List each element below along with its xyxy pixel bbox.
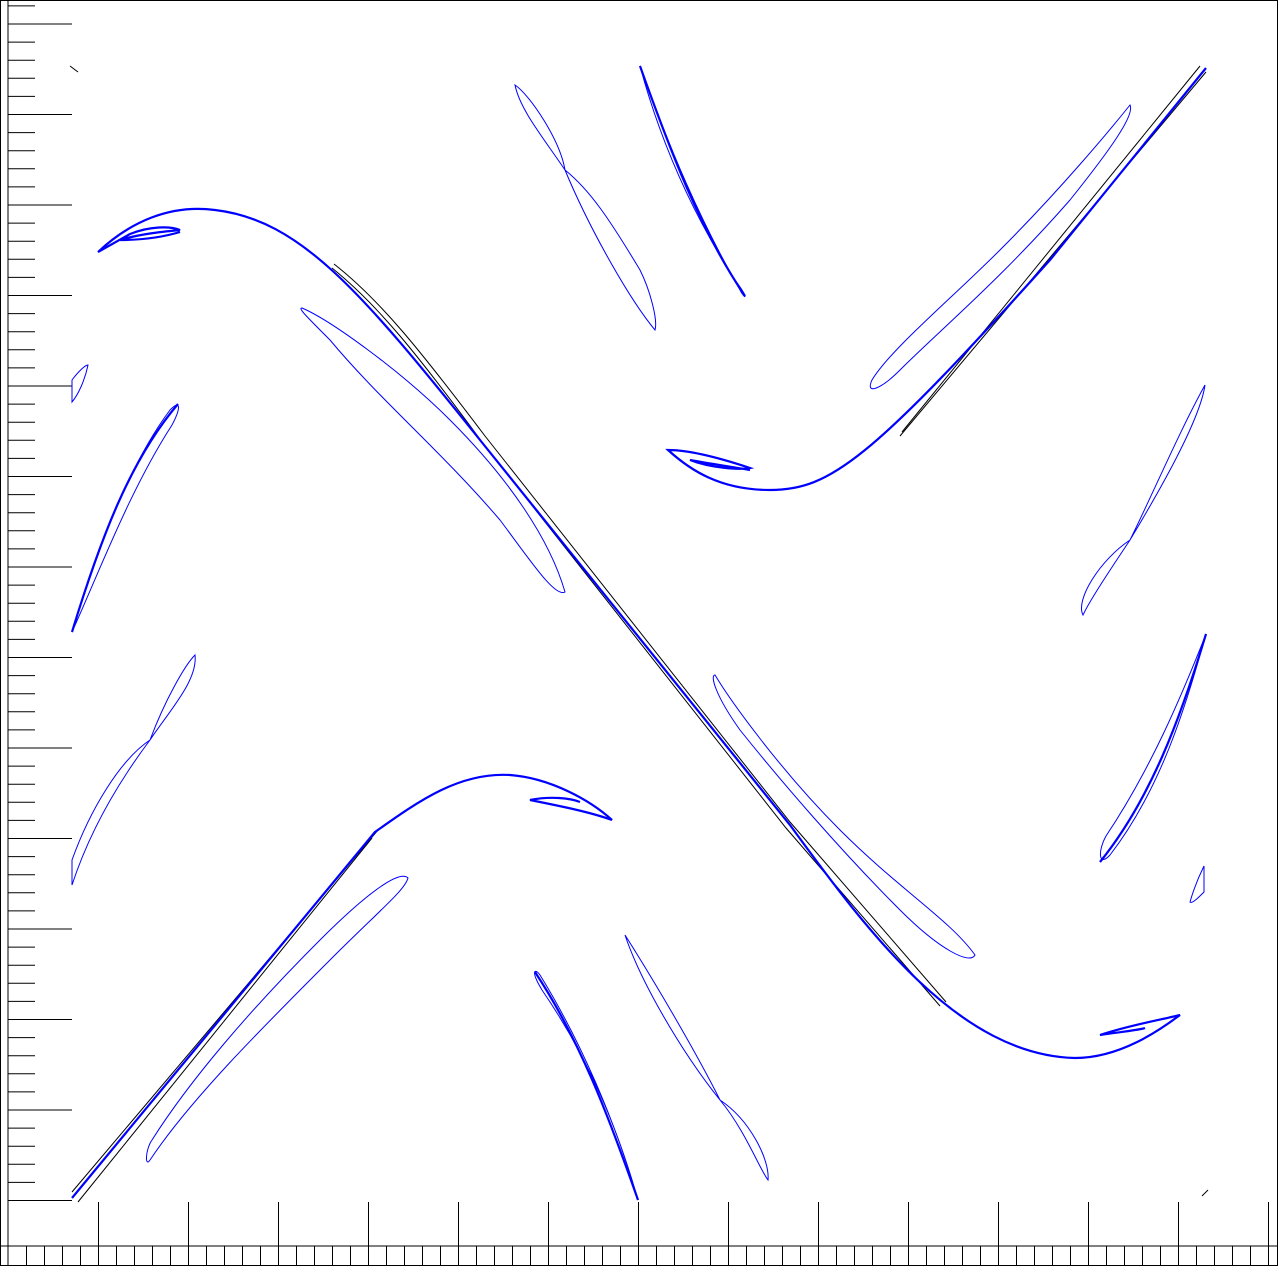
curve xyxy=(665,67,1207,492)
line xyxy=(69,65,79,73)
lobe xyxy=(639,65,746,298)
lobe xyxy=(1189,865,1205,903)
curve xyxy=(97,207,1181,1060)
lobe xyxy=(1100,633,1207,860)
line xyxy=(77,837,373,1203)
curve xyxy=(1099,633,1208,863)
lobe xyxy=(1081,384,1206,617)
lobe xyxy=(146,875,409,1163)
line xyxy=(899,71,1207,437)
lobe xyxy=(869,104,1132,390)
lobe xyxy=(71,653,196,886)
curves xyxy=(69,65,1209,1203)
line xyxy=(1201,1189,1209,1197)
line xyxy=(333,263,947,1003)
curve xyxy=(71,773,613,1199)
lobe xyxy=(300,307,566,594)
lobe xyxy=(534,970,639,1201)
lobe xyxy=(712,674,976,959)
curve xyxy=(534,971,640,1201)
lobe xyxy=(624,934,769,1182)
line xyxy=(901,65,1201,433)
lobe xyxy=(71,404,179,633)
lobe xyxy=(514,83,657,332)
lobe xyxy=(71,364,89,404)
